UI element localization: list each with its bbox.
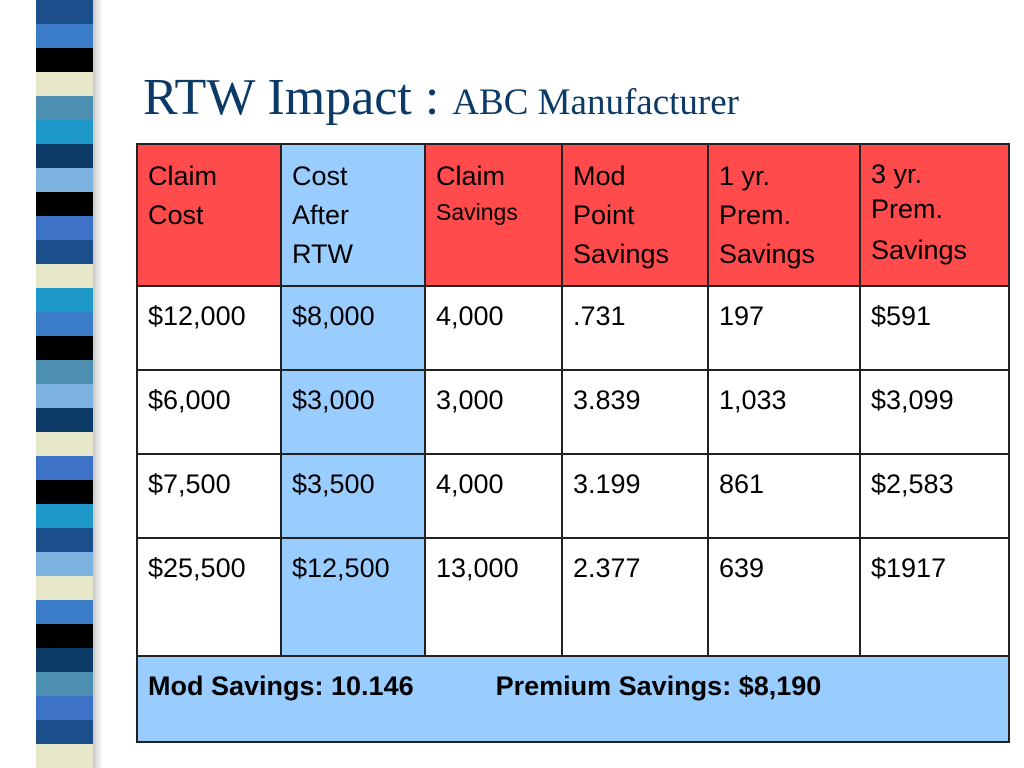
stripe-segment: [36, 408, 93, 432]
cell-mod-point-savings: 2.377: [561, 537, 709, 657]
header-3yr-prem-savings: 3 yr. Prem. Savings: [859, 143, 1010, 287]
header-claim-savings: Claim Savings: [424, 143, 563, 287]
cell-mod-point-savings: 3.199: [561, 453, 709, 539]
stripe-segment: [36, 648, 93, 672]
header-mod-point-savings-line: Savings: [573, 239, 670, 270]
header-3yr-prem-savings-line: Prem.: [871, 194, 944, 225]
rtw-impact-table: Claim Cost Cost After RTW Claim Savings …: [136, 143, 1010, 743]
table-row: $6,000 $3,000 3,000 3.839 1,033 $3,099: [136, 369, 1010, 455]
stripe-segment: [36, 24, 93, 48]
stripe-segment: [36, 0, 93, 24]
header-cost-after-rtw-line: RTW: [292, 239, 353, 270]
cell-mod-point-savings: .731: [561, 285, 709, 371]
cell-claim-savings: 4,000: [424, 285, 563, 371]
stripe-segment: [36, 144, 93, 168]
premium-savings-total: Premium Savings: $8,190: [495, 671, 822, 701]
header-cost-after-rtw: Cost After RTW: [280, 143, 426, 287]
table-row: $7,500 $3,500 4,000 3.199 861 $2,583: [136, 453, 1010, 539]
cell-claim-cost: $6,000: [136, 369, 282, 455]
stripe-segment: [36, 624, 93, 648]
stripe-segment: [36, 480, 93, 504]
table-row: $25,500 $12,500 13,000 2.377 639 $1917: [136, 537, 1010, 657]
stripe-segment: [36, 576, 93, 600]
stripe-segment: [36, 528, 93, 552]
stripe-segment: [36, 288, 93, 312]
cell-claim-cost: $12,000: [136, 285, 282, 371]
cell-cost-after-rtw: $8,000: [280, 285, 426, 371]
header-1yr-prem-savings-line: 1 yr.: [719, 161, 771, 191]
stripe-segment: [36, 456, 93, 480]
table-header-row: Claim Cost Cost After RTW Claim Savings …: [136, 143, 1010, 287]
stripe-segment: [36, 744, 93, 768]
header-mod-point-savings-line: Mod: [573, 161, 626, 191]
cell-3yr-prem-savings: $1917: [859, 537, 1010, 657]
slide-title: RTW Impact : ABC Manufacturer: [143, 68, 739, 127]
cell-1yr-prem-savings: 639: [707, 537, 861, 657]
cell-mod-point-savings: 3.839: [561, 369, 709, 455]
mod-savings-total: Mod Savings: 10.146: [148, 671, 414, 701]
header-1yr-prem-savings: 1 yr. Prem. Savings: [707, 143, 861, 287]
cell-claim-savings: 4,000: [424, 453, 563, 539]
header-cost-after-rtw-line: After: [292, 200, 350, 231]
stripe-segment: [36, 336, 93, 360]
stripe-segment: [36, 48, 93, 72]
cell-3yr-prem-savings: $3,099: [859, 369, 1010, 455]
header-cost-after-rtw-line: Cost: [292, 161, 348, 191]
stripe-segment: [36, 432, 93, 456]
stripe-segment: [36, 216, 93, 240]
cell-cost-after-rtw: $12,500: [280, 537, 426, 657]
stripe-segment: [36, 672, 93, 696]
cell-cost-after-rtw: $3,000: [280, 369, 426, 455]
stripe-segment: [36, 552, 93, 576]
stripe-segment: [36, 312, 93, 336]
cell-3yr-prem-savings: $591: [859, 285, 1010, 371]
header-1yr-prem-savings-line: Prem.: [719, 200, 792, 231]
header-1yr-prem-savings-line: Savings: [719, 239, 816, 270]
stripe-segment: [36, 264, 93, 288]
slide-title-main: RTW Impact :: [143, 69, 453, 126]
stripe-segment: [36, 192, 93, 216]
cell-claim-savings: 13,000: [424, 537, 563, 657]
slide-title-sub: ABC Manufacturer: [452, 82, 739, 123]
table-row: $12,000 $8,000 4,000 .731 197 $591: [136, 285, 1010, 371]
stripe-segment: [36, 360, 93, 384]
header-claim-savings-line: Savings: [436, 199, 518, 226]
header-claim-cost: Claim Cost: [136, 143, 282, 287]
decorative-stripe-bar: [36, 0, 93, 768]
stripe-segment: [36, 120, 93, 144]
stripe-segment: [36, 168, 93, 192]
stripe-segment: [36, 72, 93, 96]
header-3yr-prem-savings-line: Savings: [871, 235, 968, 266]
header-3yr-prem-savings-line: 3 yr.: [871, 159, 923, 189]
cell-cost-after-rtw: $3,500: [280, 453, 426, 539]
cell-claim-cost: $7,500: [136, 453, 282, 539]
cell-1yr-prem-savings: 1,033: [707, 369, 861, 455]
stripe-segment: [36, 504, 93, 528]
stripe-segment: [36, 240, 93, 264]
stripe-segment: [36, 696, 93, 720]
cell-claim-savings: 3,000: [424, 369, 563, 455]
cell-1yr-prem-savings: 861: [707, 453, 861, 539]
table-footer-row: Mod Savings: 10.146 Premium Savings: $8,1…: [136, 655, 1010, 743]
stripe-segment: [36, 720, 93, 744]
stripe-shadow: [93, 0, 103, 768]
cell-1yr-prem-savings: 197: [707, 285, 861, 371]
header-claim-cost-line: Cost: [148, 200, 204, 231]
header-mod-point-savings-line: Point: [573, 200, 635, 231]
stripe-segment: [36, 384, 93, 408]
header-claim-cost-line: Claim: [148, 161, 218, 191]
cell-claim-cost: $25,500: [136, 537, 282, 657]
header-claim-savings-line: Claim: [436, 161, 506, 191]
header-mod-point-savings: Mod Point Savings: [561, 143, 709, 287]
stripe-segment: [36, 600, 93, 624]
stripe-segment: [36, 96, 93, 120]
cell-3yr-prem-savings: $2,583: [859, 453, 1010, 539]
footer-summary: Mod Savings: 10.146 Premium Savings: $8,1…: [136, 655, 1010, 743]
